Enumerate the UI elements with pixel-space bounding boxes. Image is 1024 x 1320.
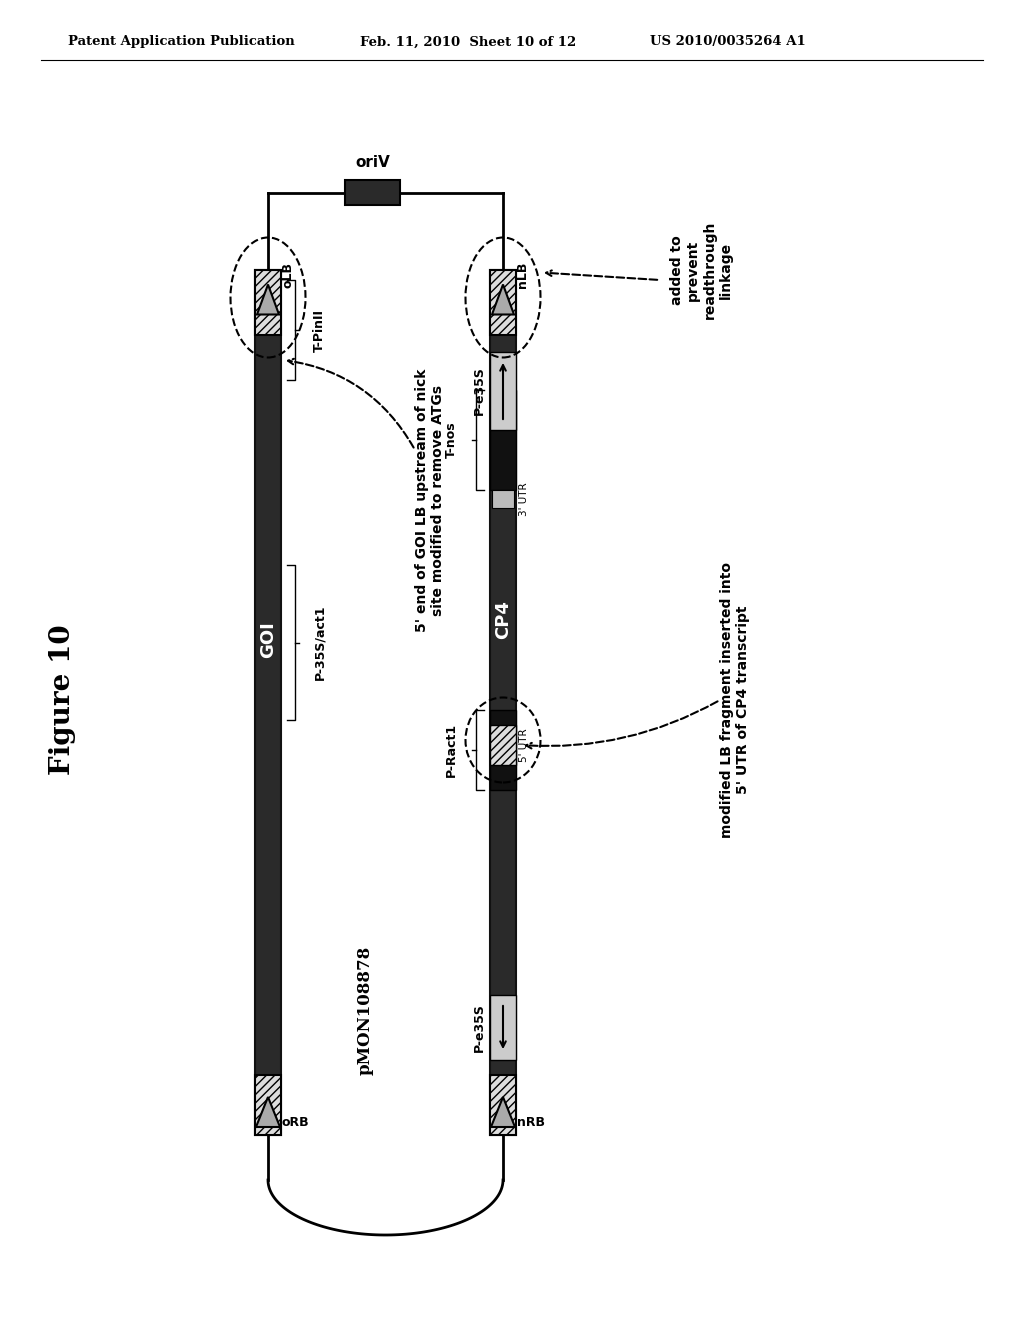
Text: pMON108878: pMON108878	[356, 945, 374, 1074]
Text: added to
prevent
readthrough
linkage: added to prevent readthrough linkage	[670, 220, 732, 319]
Text: Patent Application Publication: Patent Application Publication	[68, 36, 295, 49]
Text: 3' UTR: 3' UTR	[519, 482, 529, 516]
Text: P-35S/act1: P-35S/act1	[313, 605, 326, 680]
Text: 5' end of GOI LB upstream of nick
site modified to remove ATGs: 5' end of GOI LB upstream of nick site m…	[415, 368, 445, 632]
Bar	[490, 271, 516, 335]
Text: nRB: nRB	[517, 1117, 545, 1130]
Polygon shape	[256, 1097, 280, 1127]
Bar	[490, 710, 516, 789]
Text: P-e35S: P-e35S	[473, 367, 486, 416]
Text: nLB: nLB	[516, 261, 529, 288]
Bar	[345, 180, 400, 205]
Text: Feb. 11, 2010  Sheet 10 of 12: Feb. 11, 2010 Sheet 10 of 12	[360, 36, 577, 49]
Bar	[490, 389, 516, 490]
Text: T-nos: T-nos	[445, 421, 458, 458]
Bar	[490, 271, 516, 1135]
Text: modified LB fragment inserted into
5' UTR of CP4 transcript: modified LB fragment inserted into 5' UT…	[720, 562, 751, 838]
Text: P-e35S: P-e35S	[473, 1003, 486, 1052]
Bar	[492, 490, 514, 508]
Text: 5' UTR: 5' UTR	[519, 729, 529, 762]
Bar	[255, 271, 281, 335]
Bar	[490, 352, 516, 430]
Bar	[255, 271, 281, 1135]
Polygon shape	[257, 285, 279, 314]
Text: T-PinII: T-PinII	[313, 309, 326, 351]
Bar	[490, 1074, 516, 1135]
Text: oriV: oriV	[355, 154, 390, 170]
Bar	[490, 995, 516, 1060]
Text: GOI: GOI	[259, 622, 278, 659]
Polygon shape	[492, 285, 514, 314]
Text: CP4: CP4	[494, 601, 512, 639]
Polygon shape	[490, 1097, 515, 1127]
Text: oLB: oLB	[281, 261, 294, 288]
Bar	[255, 1074, 281, 1135]
Text: P-Ract1: P-Ract1	[445, 723, 458, 777]
Text: Figure 10: Figure 10	[48, 624, 76, 775]
Text: US 2010/0035264 A1: US 2010/0035264 A1	[650, 36, 806, 49]
Text: oRB: oRB	[282, 1117, 309, 1130]
Bar	[490, 725, 516, 766]
